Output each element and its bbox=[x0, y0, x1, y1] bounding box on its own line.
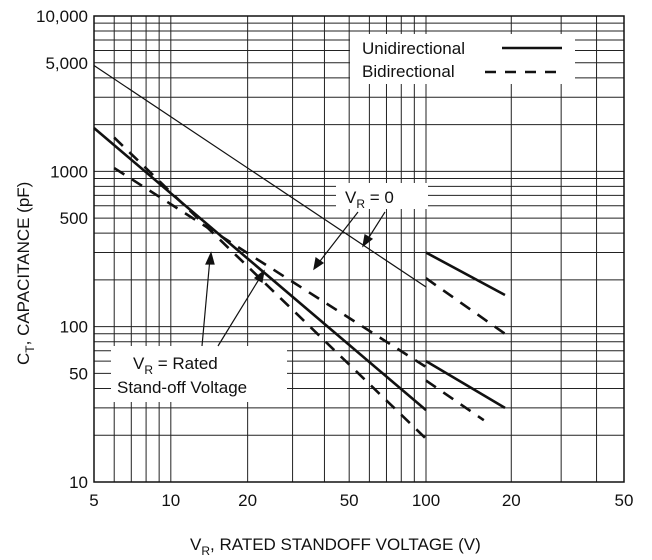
y-tick-label: 100 bbox=[60, 318, 88, 337]
y-tick-label: 1000 bbox=[50, 162, 88, 181]
y-axis-title: CT, CAPACITANCE (pF) bbox=[14, 182, 37, 365]
y-tick-labels: 10,000 5,000 1000 500 100 50 10 bbox=[36, 7, 88, 492]
legend-box bbox=[350, 34, 575, 84]
bidirectional-line bbox=[113, 136, 427, 440]
bidirectional-line bbox=[425, 277, 506, 335]
y-tick-label: 500 bbox=[60, 209, 88, 228]
series-layer bbox=[93, 65, 506, 440]
y-tick-label: 10,000 bbox=[36, 7, 88, 26]
annotation-arrows-vr0 bbox=[313, 211, 386, 271]
y-tick-label: 5,000 bbox=[45, 54, 88, 73]
unidirectional-line bbox=[425, 360, 506, 410]
legend-label-bidirectional: Bidirectional bbox=[362, 62, 455, 81]
grid bbox=[94, 16, 624, 482]
x-tick-labels: 5 10 20 50 100 20 50 bbox=[89, 491, 633, 510]
annotation-box-vr0 bbox=[336, 183, 428, 209]
annotation-arrows-rated bbox=[201, 251, 265, 347]
bidirectional-line bbox=[425, 379, 485, 422]
x-tick-label: 100 bbox=[412, 491, 440, 510]
annotation-vr0: VR = 0 bbox=[345, 188, 394, 211]
annotation-rated-line2: Stand-off Voltage bbox=[117, 378, 247, 397]
x-tick-label: 10 bbox=[161, 491, 180, 510]
x-tick-label: 5 bbox=[89, 491, 98, 510]
unidirectional-line bbox=[425, 251, 506, 297]
x-tick-label: 50 bbox=[615, 491, 634, 510]
legend-label-unidirectional: Unidirectional bbox=[362, 39, 465, 58]
x-axis-title: VR, RATED STANDOFF VOLTAGE (V) bbox=[190, 535, 481, 558]
annotation-rated-line1: VR = Rated bbox=[133, 354, 218, 377]
x-tick-label: 20 bbox=[238, 491, 257, 510]
x-tick-label: 50 bbox=[340, 491, 359, 510]
y-tick-label: 10 bbox=[69, 473, 88, 492]
unidirectional-line bbox=[93, 127, 427, 412]
x-tick-label: 20 bbox=[502, 491, 521, 510]
plot-frame bbox=[93, 15, 625, 483]
y-tick-label: 50 bbox=[69, 364, 88, 383]
annotation-box-rated bbox=[111, 346, 287, 402]
unidirectional-line bbox=[93, 65, 427, 288]
